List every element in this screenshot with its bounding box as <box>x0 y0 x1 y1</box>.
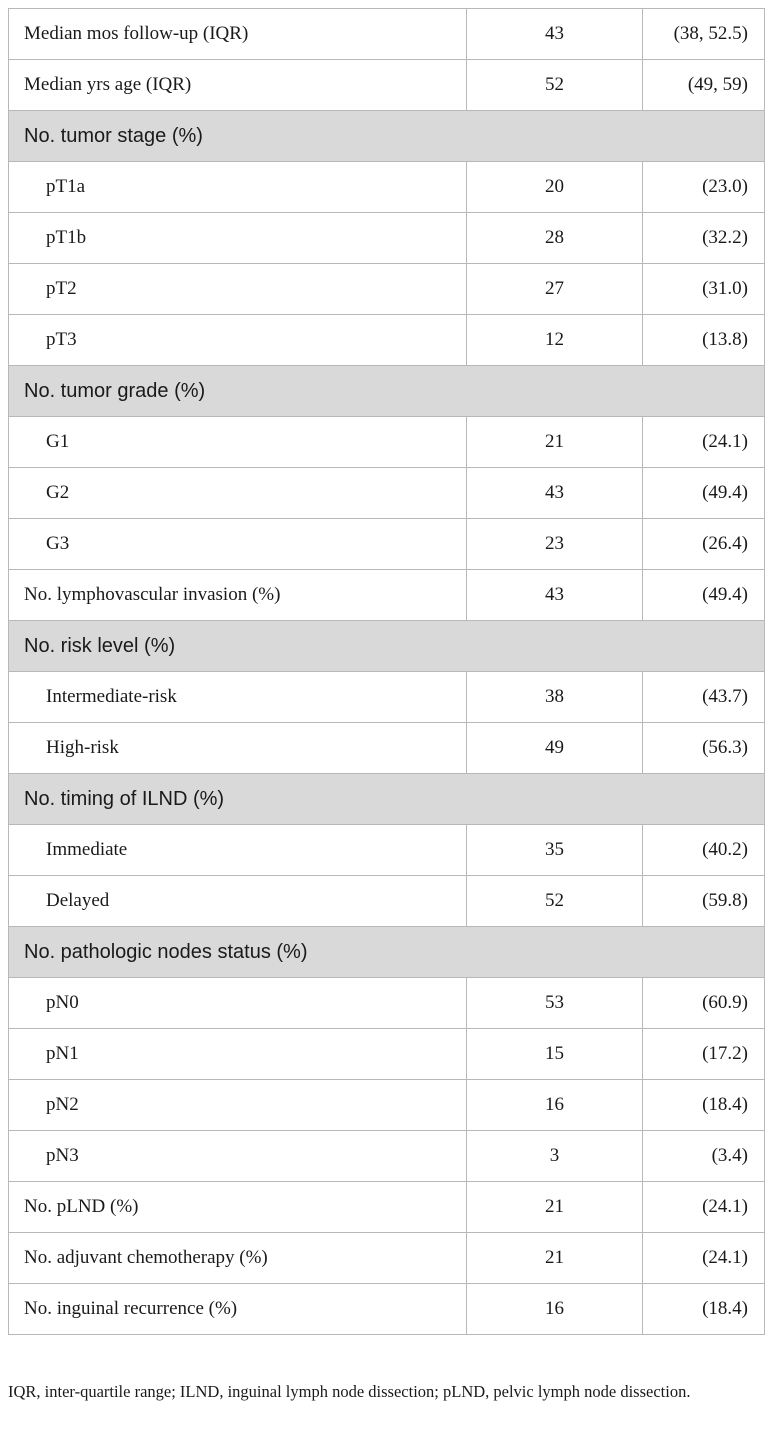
row-stat-cell: (23.0) <box>642 161 765 213</box>
table-row: Median yrs age (IQR) 52 (49, 59) <box>8 59 765 111</box>
row-count-cell: 21 <box>466 1181 643 1233</box>
row-stat-cell: (18.4) <box>642 1079 765 1131</box>
row-count-cell: 52 <box>466 875 643 927</box>
row-stat-cell: (17.2) <box>642 1028 765 1080</box>
row-label-cell: High-risk <box>8 722 467 774</box>
row-count-cell: 43 <box>466 8 643 60</box>
row-count-cell: 23 <box>466 518 643 570</box>
row-stat-cell: (43.7) <box>642 671 765 723</box>
row-stat-cell: (18.4) <box>642 1283 765 1335</box>
table-row: No. adjuvant chemotherapy (%) 21 (24.1) <box>8 1232 765 1284</box>
row-label-cell: Delayed <box>8 875 467 927</box>
row-stat-cell: (49.4) <box>642 467 765 519</box>
row-stat-cell: (49.4) <box>642 569 765 621</box>
data-table-container: Median mos follow-up (IQR) 43 (38, 52.5) Me… <box>8 8 765 1335</box>
row-count-cell: 43 <box>466 569 643 621</box>
row-stat-cell: (24.1) <box>642 1232 765 1284</box>
row-label-cell: Median mos follow-up (IQR) <box>8 8 467 60</box>
section-header-label: No. pathologic nodes status (%) <box>8 926 765 978</box>
table-row: Delayed 52 (59.8) <box>8 875 765 927</box>
table-row: G2 43 (49.4) <box>8 467 765 519</box>
table-row: pN0 53 (60.9) <box>8 977 765 1029</box>
row-count-cell: 16 <box>466 1283 643 1335</box>
row-label-cell: pN2 <box>8 1079 467 1131</box>
row-count-cell: 43 <box>466 467 643 519</box>
row-stat-cell: (32.2) <box>642 212 765 264</box>
table-row: Median mos follow-up (IQR) 43 (38, 52.5) <box>8 8 765 60</box>
row-label-cell: pT1b <box>8 212 467 264</box>
row-count-cell: 12 <box>466 314 643 366</box>
row-stat-cell: (59.8) <box>642 875 765 927</box>
table-row: Immediate 35 (40.2) <box>8 824 765 876</box>
row-label-cell: Immediate <box>8 824 467 876</box>
row-label-cell: No. lymphovascular invasion (%) <box>8 569 467 621</box>
section-header-label: No. timing of ILND (%) <box>8 773 765 825</box>
table-row: pT1b 28 (32.2) <box>8 212 765 264</box>
row-count-cell: 20 <box>466 161 643 213</box>
row-stat-cell: (60.9) <box>642 977 765 1029</box>
row-label-cell: pN0 <box>8 977 467 1029</box>
row-count-cell: 21 <box>466 416 643 468</box>
table-row: pN3 3 (3.4) <box>8 1130 765 1182</box>
row-stat-cell: (24.1) <box>642 1181 765 1233</box>
row-label-cell: pN1 <box>8 1028 467 1080</box>
section-header-row: No. tumor grade (%) <box>8 365 765 417</box>
row-count-cell: 52 <box>466 59 643 111</box>
table-footnote: IQR, inter-quartile range; ILND, inguina… <box>8 1382 691 1401</box>
section-header-row: No. risk level (%) <box>8 620 765 672</box>
table-row: No. lymphovascular invasion (%) 43 (49.4) <box>8 569 765 621</box>
row-stat-cell: (40.2) <box>642 824 765 876</box>
table-body: Median mos follow-up (IQR) 43 (38, 52.5) Me… <box>8 8 765 1335</box>
row-label-cell: pT1a <box>8 161 467 213</box>
row-stat-cell: (31.0) <box>642 263 765 315</box>
cohort-characteristics-table: Median mos follow-up (IQR) 43 (38, 52.5) Me… <box>8 8 765 1335</box>
row-label-cell: pN3 <box>8 1130 467 1182</box>
section-header-label: No. tumor stage (%) <box>8 110 765 162</box>
row-stat-cell: (26.4) <box>642 518 765 570</box>
row-stat-cell: (49, 59) <box>642 59 765 111</box>
row-label-cell: G1 <box>8 416 467 468</box>
row-stat-cell: (3.4) <box>642 1130 765 1182</box>
row-count-cell: 15 <box>466 1028 643 1080</box>
row-count-cell: 38 <box>466 671 643 723</box>
row-label-cell: Median yrs age (IQR) <box>8 59 467 111</box>
row-label-cell: G2 <box>8 467 467 519</box>
row-label-cell: pT3 <box>8 314 467 366</box>
row-label-cell: Intermediate-risk <box>8 671 467 723</box>
row-count-cell: 3 <box>466 1130 643 1182</box>
row-label-cell: pT2 <box>8 263 467 315</box>
row-stat-cell: (56.3) <box>642 722 765 774</box>
table-row: pT3 12 (13.8) <box>8 314 765 366</box>
section-header-label: No. risk level (%) <box>8 620 765 672</box>
row-label-cell: No. pLND (%) <box>8 1181 467 1233</box>
row-label-cell: No. adjuvant chemotherapy (%) <box>8 1232 467 1284</box>
row-count-cell: 28 <box>466 212 643 264</box>
section-header-row: No. tumor stage (%) <box>8 110 765 162</box>
table-row: pN1 15 (17.2) <box>8 1028 765 1080</box>
section-header-row: No. pathologic nodes status (%) <box>8 926 765 978</box>
row-count-cell: 35 <box>466 824 643 876</box>
row-stat-cell: (38, 52.5) <box>642 8 765 60</box>
row-stat-cell: (13.8) <box>642 314 765 366</box>
table-row: pT1a 20 (23.0) <box>8 161 765 213</box>
table-row: Intermediate-risk 38 (43.7) <box>8 671 765 723</box>
table-row: G1 21 (24.1) <box>8 416 765 468</box>
section-header-label: No. tumor grade (%) <box>8 365 765 417</box>
row-count-cell: 16 <box>466 1079 643 1131</box>
table-row: G3 23 (26.4) <box>8 518 765 570</box>
row-count-cell: 49 <box>466 722 643 774</box>
table-row: High-risk 49 (56.3) <box>8 722 765 774</box>
table-row: No. inguinal recurrence (%) 16 (18.4) <box>8 1283 765 1335</box>
table-row: pT2 27 (31.0) <box>8 263 765 315</box>
row-count-cell: 53 <box>466 977 643 1029</box>
row-label-cell: No. inguinal recurrence (%) <box>8 1283 467 1335</box>
row-count-cell: 27 <box>466 263 643 315</box>
table-row: No. pLND (%) 21 (24.1) <box>8 1181 765 1233</box>
row-count-cell: 21 <box>466 1232 643 1284</box>
row-label-cell: G3 <box>8 518 467 570</box>
section-header-row: No. timing of ILND (%) <box>8 773 765 825</box>
table-row: pN2 16 (18.4) <box>8 1079 765 1131</box>
row-stat-cell: (24.1) <box>642 416 765 468</box>
